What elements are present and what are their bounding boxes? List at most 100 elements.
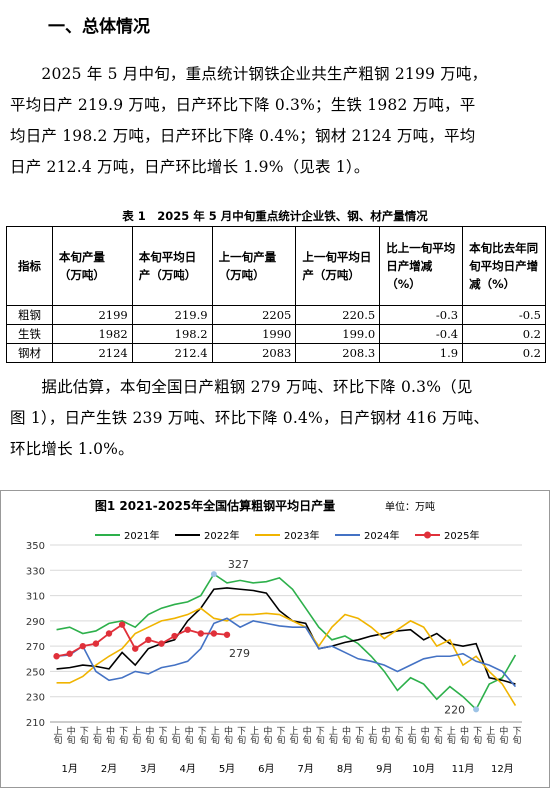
cell: 219.9: [131, 305, 213, 325]
x-tick-label: 上旬: [91, 726, 102, 745]
x-tick-label: 中旬: [458, 725, 469, 745]
y-tick-label: 250: [26, 667, 45, 678]
x-tick-label: 上旬: [445, 726, 456, 745]
cell: 1982: [51, 324, 133, 344]
y-tick-label: 310: [26, 592, 45, 603]
data-point: [132, 645, 139, 652]
paragraph-line: 平均日产 219.9 万吨，日产环比下降 0.3%；生铁 1982 万吨，平: [10, 96, 476, 114]
legend-label: 2023年: [284, 529, 319, 542]
annotation: 220: [444, 703, 465, 716]
header-cell: 指标: [6, 226, 53, 306]
x-tick-label: 下旬: [78, 726, 89, 745]
x-tick-label: 中旬: [340, 725, 351, 745]
cell: 2199: [51, 305, 133, 325]
cell: 生铁: [6, 324, 53, 344]
y-tick-label: 330: [26, 566, 45, 577]
x-tick-label: 上旬: [366, 726, 377, 745]
table: 指标 本旬产量（万吨） 本旬平均日产（万吨） 上一旬产量（万吨） 上一旬平均日产（万吨）…: [6, 226, 546, 363]
cell: -0.4: [379, 324, 464, 344]
paragraph-line: 环比增长 1.0%。: [10, 440, 134, 458]
data-point: [79, 642, 86, 650]
month-label: 11月: [452, 763, 475, 775]
data-point: [105, 630, 113, 637]
month-label: 9月: [376, 763, 392, 775]
x-tick-label: 上旬: [209, 726, 220, 745]
header-cell: 本旬平均日产（万吨）: [131, 226, 213, 306]
paragraph-line: 2025 年 5 月中旬，重点统计钢铁企业共生产粗钢 2199 万吨，: [10, 65, 488, 83]
cell: 粗钢: [6, 305, 53, 325]
cell: 0.2: [462, 343, 546, 363]
annotation-marker: [473, 706, 480, 713]
data-point: [184, 626, 191, 633]
y-tick-label: 290: [26, 617, 45, 628]
x-tick-label: 中旬: [65, 725, 76, 745]
cell: 2205: [211, 305, 297, 325]
x-tick-label: 上旬: [406, 726, 417, 745]
x-tick-label: 中旬: [301, 725, 312, 745]
data-point: [223, 631, 231, 638]
x-tick-label: 上旬: [52, 726, 63, 745]
header-cell: 本旬产量（万吨）: [51, 226, 133, 306]
data-point: [118, 621, 126, 628]
cell: 212.4: [131, 343, 213, 363]
x-tick-label: 上旬: [327, 726, 338, 745]
cell: 钢材: [6, 343, 53, 363]
legend-label: 2021年: [124, 529, 159, 542]
data-point: [53, 653, 60, 660]
x-tick-label: 中旬: [183, 725, 194, 745]
paragraph-line: 图 1），日产生铁 239 万吨、环比下降 0.4%，日产钢材 416 万吨、: [10, 409, 490, 427]
x-tick-label: 下旬: [432, 726, 443, 745]
x-tick-label: 下旬: [274, 726, 285, 745]
paragraph-line: 据此估算，本旬全国日产粗钢 279 万吨、环比下降 0.3%（见: [10, 378, 473, 396]
x-tick-label: 下旬: [392, 726, 403, 745]
y-tick-label: 210: [26, 718, 45, 729]
month-label: 7月: [297, 763, 313, 775]
header-cell: 上一旬平均日产（万吨）: [295, 226, 381, 306]
table-title: 表 1 2025 年 5 月中旬重点统计企业铁、钢、材产量情况: [122, 209, 428, 223]
month-label: 8月: [337, 763, 353, 775]
month-label: 4月: [179, 763, 195, 775]
data-point: [171, 632, 178, 640]
month-label: 12月: [491, 763, 514, 775]
data-point: [210, 630, 218, 637]
month-label: 2月: [101, 763, 117, 775]
cell: 199.0: [295, 324, 381, 344]
x-tick-label: 中旬: [497, 725, 508, 745]
month-label: 6月: [258, 763, 274, 775]
x-tick-label: 中旬: [143, 725, 154, 745]
header-cell: 上一旬产量（万吨）: [211, 226, 297, 306]
x-tick-label: 下旬: [196, 726, 207, 745]
x-tick-label: 中旬: [419, 725, 430, 745]
x-tick-label: 中旬: [104, 725, 115, 745]
series-line: [56, 623, 228, 658]
x-tick-label: 下旬: [314, 726, 325, 745]
chart: 图1 2021-2025年全国估算粗钢平均日产量 单位：万吨 210 230 250…: [0, 490, 550, 788]
annotation: 279: [229, 647, 250, 660]
series-line: [56, 607, 517, 706]
data-point: [145, 636, 152, 644]
cell: 208.3: [295, 343, 381, 363]
annotation-marker: [210, 571, 217, 578]
cell: 2124: [51, 343, 133, 363]
cell: 1990: [211, 324, 297, 344]
month-label: 1月: [61, 763, 77, 775]
x-tick-label: 下旬: [353, 726, 364, 745]
x-tick-label: 上旬: [288, 726, 299, 745]
chart-title: 图1 2021-2025年全国估算粗钢平均日产量: [95, 498, 335, 513]
annotation: 327: [228, 558, 249, 571]
cell: 2083: [211, 343, 297, 363]
x-tick-label: 上旬: [248, 726, 259, 745]
legend-label: 2024年: [364, 529, 399, 542]
unit-label: 单位：万吨: [385, 500, 435, 513]
cell: 1.9: [379, 343, 464, 363]
y-tick-label: 350: [26, 541, 45, 552]
data-point: [158, 640, 165, 647]
x-tick-label: 下旬: [471, 726, 482, 745]
heading: 一、总体情况: [48, 17, 150, 37]
x-tick-label: 中旬: [261, 725, 272, 745]
x-tick-label: 上旬: [170, 726, 181, 745]
series-line: [56, 617, 517, 688]
x-tick-label: 下旬: [156, 726, 167, 745]
data-point: [197, 630, 204, 637]
